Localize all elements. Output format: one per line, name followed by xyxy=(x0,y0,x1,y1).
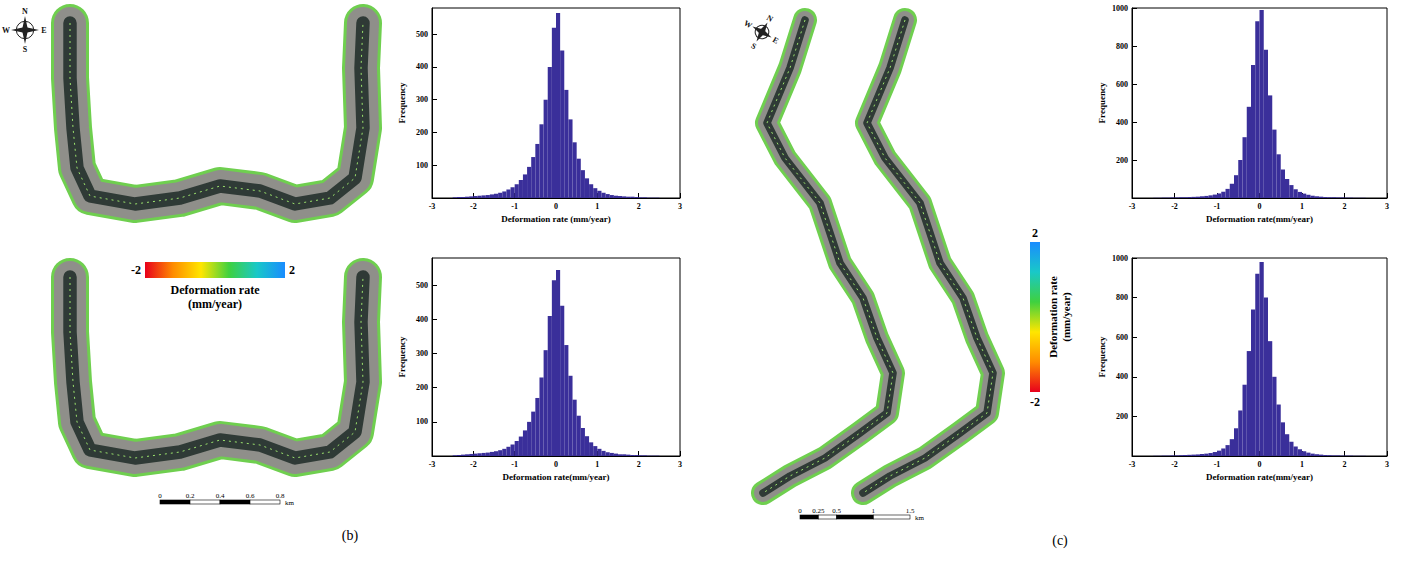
svg-text:1.5: 1.5 xyxy=(906,507,915,515)
svg-text:S: S xyxy=(750,41,759,51)
svg-text:0.6: 0.6 xyxy=(246,492,255,500)
svg-text:0.5: 0.5 xyxy=(832,507,841,515)
svg-text:-3: -3 xyxy=(1129,460,1136,469)
svg-text:-3: -3 xyxy=(429,460,436,469)
svg-text:(c): (c) xyxy=(1052,533,1068,549)
svg-text:(b): (b) xyxy=(342,528,359,544)
svg-text:-2: -2 xyxy=(1030,395,1040,409)
svg-text:S: S xyxy=(23,45,28,54)
svg-text:100: 100 xyxy=(416,161,428,170)
svg-text:1000: 1000 xyxy=(1112,4,1128,13)
svg-text:500: 500 xyxy=(416,30,428,39)
svg-text:100: 100 xyxy=(416,417,428,426)
svg-text:0: 0 xyxy=(1258,460,1262,469)
svg-text:2: 2 xyxy=(637,202,641,211)
svg-text:3: 3 xyxy=(678,460,682,469)
svg-text:E: E xyxy=(771,35,780,45)
svg-text:W: W xyxy=(742,19,753,31)
svg-text:E: E xyxy=(41,26,46,35)
svg-text:Frequency: Frequency xyxy=(397,82,407,123)
svg-text:2: 2 xyxy=(1343,202,1347,211)
svg-text:400: 400 xyxy=(416,315,428,324)
svg-text:-2: -2 xyxy=(470,202,477,211)
svg-text:km: km xyxy=(915,514,925,522)
svg-text:Deformation rate(mm/year): Deformation rate(mm/year) xyxy=(1206,214,1313,224)
svg-text:km: km xyxy=(285,499,295,507)
svg-text:Frequency: Frequency xyxy=(397,336,407,377)
svg-text:Deformation rate: Deformation rate xyxy=(1047,276,1059,358)
svg-text:0: 0 xyxy=(554,202,558,211)
svg-text:-2: -2 xyxy=(131,263,141,277)
svg-text:-1: -1 xyxy=(511,202,518,211)
svg-text:1: 1 xyxy=(1300,202,1304,211)
svg-text:-1: -1 xyxy=(511,460,518,469)
svg-text:2: 2 xyxy=(1032,226,1038,240)
svg-text:0.4: 0.4 xyxy=(216,492,225,500)
svg-text:300: 300 xyxy=(416,95,428,104)
svg-text:(mm/year): (mm/year) xyxy=(1060,292,1073,342)
svg-text:300: 300 xyxy=(416,349,428,358)
svg-text:400: 400 xyxy=(1116,118,1128,127)
svg-text:0: 0 xyxy=(1258,202,1262,211)
svg-text:Frequency: Frequency xyxy=(1097,336,1107,377)
svg-text:3: 3 xyxy=(1385,202,1389,211)
svg-text:1000: 1000 xyxy=(1112,254,1128,263)
svg-text:-1: -1 xyxy=(1214,202,1221,211)
svg-text:2: 2 xyxy=(637,460,641,469)
svg-text:200: 200 xyxy=(416,383,428,392)
svg-text:0: 0 xyxy=(798,507,802,515)
svg-text:-2: -2 xyxy=(470,460,477,469)
svg-text:N: N xyxy=(765,13,775,24)
svg-text:400: 400 xyxy=(1116,372,1128,381)
svg-text:0.25: 0.25 xyxy=(812,507,825,515)
svg-text:-2: -2 xyxy=(1171,202,1178,211)
svg-text:Deformation rate(mm/year): Deformation rate(mm/year) xyxy=(1206,472,1313,482)
svg-text:2: 2 xyxy=(1343,460,1347,469)
svg-text:N: N xyxy=(22,7,28,16)
svg-text:1: 1 xyxy=(595,202,599,211)
svg-text:200: 200 xyxy=(1116,412,1128,421)
svg-text:-1: -1 xyxy=(1214,460,1221,469)
svg-text:800: 800 xyxy=(1116,42,1128,51)
svg-text:2: 2 xyxy=(289,263,295,277)
svg-text:800: 800 xyxy=(1116,293,1128,302)
svg-text:1: 1 xyxy=(1300,460,1304,469)
svg-text:-3: -3 xyxy=(1129,202,1136,211)
svg-text:Deformation rate (mm/year): Deformation rate (mm/year) xyxy=(501,214,610,224)
svg-text:600: 600 xyxy=(1116,333,1128,342)
svg-text:1: 1 xyxy=(872,507,876,515)
svg-text:(mm/year): (mm/year) xyxy=(188,297,242,311)
svg-text:600: 600 xyxy=(1116,80,1128,89)
svg-text:1: 1 xyxy=(595,460,599,469)
svg-text:3: 3 xyxy=(678,202,682,211)
svg-text:Frequency: Frequency xyxy=(1097,82,1107,123)
svg-text:-2: -2 xyxy=(1171,460,1178,469)
svg-text:0.2: 0.2 xyxy=(186,492,195,500)
svg-text:200: 200 xyxy=(1116,156,1128,165)
svg-text:Deformation rate: Deformation rate xyxy=(171,283,261,297)
svg-text:Deformation rate(mm/year): Deformation rate(mm/year) xyxy=(502,472,609,482)
svg-text:0: 0 xyxy=(158,492,162,500)
svg-text:-3: -3 xyxy=(429,202,436,211)
svg-text:500: 500 xyxy=(416,281,428,290)
svg-text:W: W xyxy=(2,26,10,35)
svg-text:0.8: 0.8 xyxy=(276,492,285,500)
svg-text:400: 400 xyxy=(416,62,428,71)
svg-text:200: 200 xyxy=(416,128,428,137)
svg-text:0: 0 xyxy=(554,460,558,469)
svg-text:3: 3 xyxy=(1385,460,1389,469)
